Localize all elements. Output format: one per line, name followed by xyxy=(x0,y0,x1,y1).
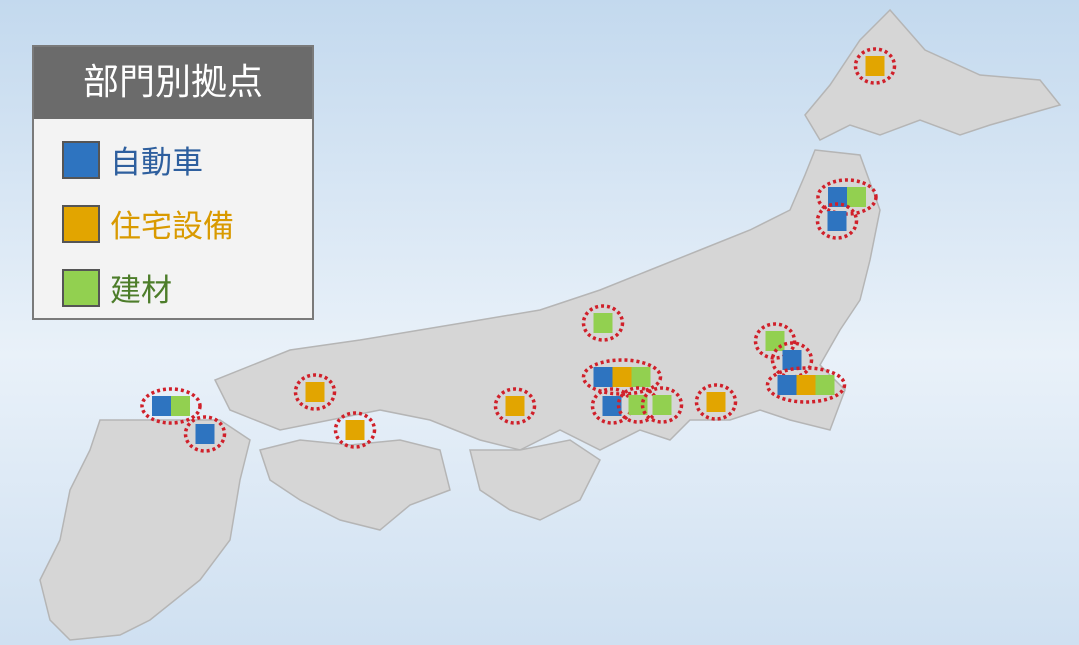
site-square xyxy=(195,424,215,444)
site-ring xyxy=(183,415,227,453)
site-ring xyxy=(765,366,847,404)
legend-label: 住宅設備 xyxy=(110,209,234,245)
site-square xyxy=(593,367,613,387)
land xyxy=(39,8,1062,641)
site-square xyxy=(652,395,672,415)
legend-item: 住宅設備 xyxy=(62,201,234,246)
site-square xyxy=(815,375,835,395)
site-square xyxy=(765,331,785,351)
site-square xyxy=(796,375,816,395)
legend: 部門別拠点 自動車住宅設備建材 xyxy=(32,45,314,320)
site-square xyxy=(777,375,797,395)
site-square xyxy=(152,396,171,416)
site-ring xyxy=(333,411,377,449)
legend-title: 部門別拠点 xyxy=(34,47,312,119)
site-ring xyxy=(815,202,859,240)
legend-label: 自動車 xyxy=(110,145,203,181)
site-markers xyxy=(140,47,897,453)
site-ring xyxy=(640,386,684,424)
site-ring xyxy=(581,358,663,396)
site-square xyxy=(612,367,632,387)
legend-swatch xyxy=(62,140,100,179)
legend-item: 建材 xyxy=(62,265,172,310)
site-square xyxy=(305,382,325,402)
site-square xyxy=(631,367,651,387)
site-square xyxy=(171,396,190,416)
site-ring xyxy=(581,304,625,342)
site-ring xyxy=(293,373,337,411)
site-square xyxy=(505,396,525,416)
legend-item: 自動車 xyxy=(62,137,203,182)
legend-swatch xyxy=(62,268,100,307)
site-ring xyxy=(770,341,814,379)
site-square xyxy=(782,350,802,370)
site-square xyxy=(827,211,847,231)
site-ring xyxy=(140,387,202,425)
site-square xyxy=(828,187,847,207)
site-ring xyxy=(853,47,897,85)
legend-label: 建材 xyxy=(110,273,172,309)
site-ring xyxy=(694,383,738,421)
site-square xyxy=(593,313,613,333)
site-square xyxy=(847,187,866,207)
site-square xyxy=(865,56,885,76)
site-square xyxy=(602,396,622,416)
site-ring xyxy=(493,387,537,425)
site-square xyxy=(706,392,726,412)
site-ring xyxy=(816,178,878,216)
site-square xyxy=(345,420,365,440)
site-ring xyxy=(753,322,797,360)
legend-swatch xyxy=(62,204,100,243)
